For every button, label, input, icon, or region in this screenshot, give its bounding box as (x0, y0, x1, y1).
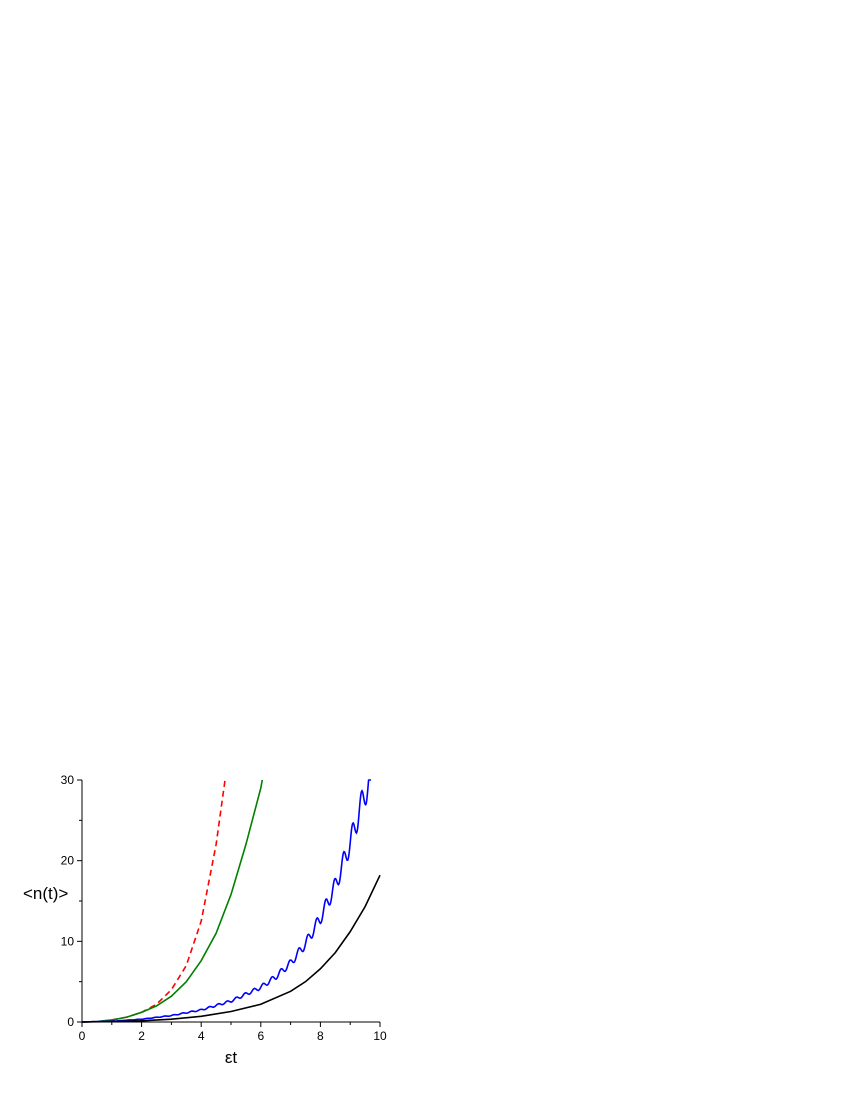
x-tick-label: 6 (257, 1029, 264, 1043)
y-tick-label: 0 (67, 1015, 74, 1029)
x-tick-label: 4 (198, 1029, 205, 1043)
plot-axes (81, 780, 380, 1023)
x-tick-label: 0 (79, 1029, 86, 1043)
series-line-1 (81, 779, 264, 1023)
series-line-3 (81, 874, 381, 1023)
x-tick-label: 8 (317, 1029, 324, 1043)
y-tick-label: 20 (61, 854, 75, 868)
tick-layer: 0 2 4 6 8 10 0 10 20 30 (61, 773, 387, 1043)
y-tick-label: 30 (61, 773, 75, 787)
y-tick-label: 10 (61, 934, 75, 948)
x-axis-label: εt (225, 1048, 238, 1067)
series-line-0 (81, 779, 226, 1023)
x-tick-label: 2 (138, 1029, 145, 1043)
series-layer (81, 779, 381, 1023)
y-axis-label: <n(t)> (23, 884, 68, 903)
series-line-2 (81, 779, 372, 1023)
x-tick-label: 10 (373, 1029, 387, 1043)
